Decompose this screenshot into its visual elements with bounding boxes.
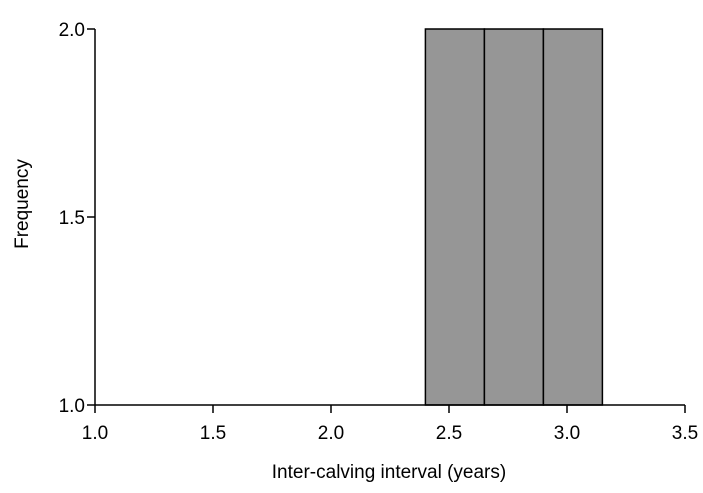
x-axis-title: Inter-calving interval (years) bbox=[272, 462, 506, 483]
x-tick-label: 3.0 bbox=[554, 423, 580, 444]
x-tick-label: 1.5 bbox=[200, 423, 226, 444]
y-axis-ticks: 1.0 1.5 2.0 bbox=[59, 20, 95, 417]
x-axis-ticks: 1.0 1.5 2.0 2.5 3.0 3.5 bbox=[82, 405, 698, 444]
histogram-bar-2 bbox=[483, 28, 545, 406]
histogram-bar-1 bbox=[424, 28, 486, 406]
x-tick-label: 2.0 bbox=[318, 423, 344, 444]
y-tick-label: 1.0 bbox=[59, 396, 85, 417]
y-tick-label: 1.5 bbox=[59, 208, 85, 229]
bars-group bbox=[424, 28, 604, 406]
y-axis-title: Frequency bbox=[12, 159, 33, 249]
histogram-bar-3 bbox=[542, 28, 604, 406]
x-tick-label: 3.5 bbox=[672, 423, 698, 444]
y-tick-label: 2.0 bbox=[59, 20, 85, 41]
x-tick-label: 1.0 bbox=[82, 423, 108, 444]
x-tick-label: 2.5 bbox=[436, 423, 462, 444]
